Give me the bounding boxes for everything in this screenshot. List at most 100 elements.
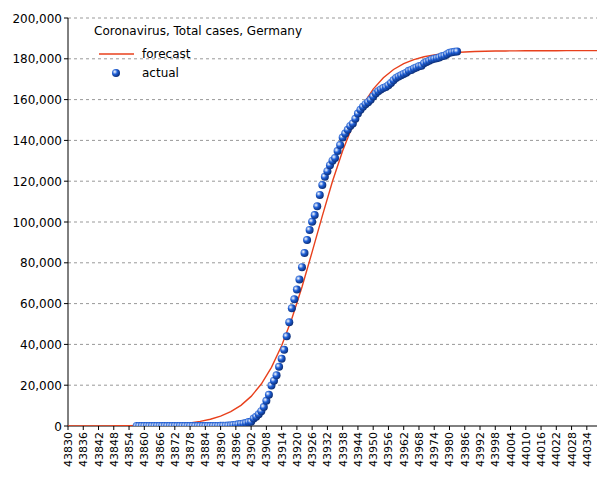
x-tick-label: 43926 [306,432,319,467]
x-tick-label: 43902 [245,432,258,467]
y-tick-label: 160,000 [12,93,62,107]
grid-line [68,262,597,263]
actual-point [278,355,286,363]
x-tick-label: 43836 [77,432,90,467]
x-tick-label: 43854 [123,432,136,467]
x-tick-label: 43992 [474,432,487,467]
x-tick [327,426,328,430]
x-tick-label: 43956 [382,432,395,467]
x-tick-label: 43890 [215,432,228,467]
y-tick-label: 0 [54,420,62,434]
x-tick [480,426,481,430]
x-tick [174,426,175,430]
actual-point [303,236,311,244]
x-tick-label: 43842 [93,432,106,467]
x-tick-label: 44016 [535,432,548,467]
x-tick [159,426,160,430]
x-tick [220,426,221,430]
x-tick-label: 43914 [276,432,289,467]
x-tick-label: 43944 [352,432,365,467]
y-tick-label: 60,000 [20,297,62,311]
y-tick [64,426,68,427]
x-tick [556,426,557,430]
y-tick [64,181,68,182]
x-tick-label: 43932 [321,432,334,467]
x-tick [357,426,358,430]
x-tick [68,426,69,430]
y-tick [64,58,68,59]
actual-point [453,47,461,55]
chart-title: Coronavirus, Total cases, Germany [94,24,302,38]
actual-point [273,371,281,379]
x-tick-label: 44034 [581,432,594,467]
x-tick [281,426,282,430]
x-tick-label: 44004 [505,432,518,467]
y-tick-label: 20,000 [20,379,62,393]
x-tick-label: 43848 [108,432,121,467]
grid-line [68,344,597,345]
y-tick-label: 200,000 [12,12,62,26]
actual-point [275,363,283,371]
actual-point [290,295,298,303]
y-tick [64,344,68,345]
x-tick-label: 44022 [550,432,563,467]
actual-point [331,154,339,162]
x-tick-label: 43896 [230,432,243,467]
x-tick [373,426,374,430]
x-tick [312,426,313,430]
y-tick [64,140,68,141]
x-tick [144,426,145,430]
x-tick-label: 43938 [337,432,350,467]
y-tick [64,99,68,100]
chart: 0 20,000 40,000 60,000 80,000 100,000 120,000 1… [0,0,605,480]
x-tick [266,426,267,430]
actual-point [336,141,344,149]
actual-point [306,226,314,234]
y-tick-label: 120,000 [12,175,62,189]
y-tick [64,222,68,223]
y-tick-label: 100,000 [12,216,62,230]
x-tick-label: 43908 [260,432,273,467]
x-tick-label: 44010 [520,432,533,467]
x-tick [83,426,84,430]
x-tick [205,426,206,430]
x-tick-label: 43974 [428,432,441,467]
actual-point [318,181,326,189]
actual-point [288,304,296,312]
x-tick-label: 43962 [398,432,411,467]
plot-area [68,47,597,426]
x-tick-label: 43866 [154,432,167,467]
x-tick [495,426,496,430]
actual-point [285,318,293,326]
y-tick [64,262,68,263]
x-tick [403,426,404,430]
x-tick [235,426,236,430]
actual-point [293,286,301,294]
x-tick [251,426,252,430]
y-tick-label: 40,000 [20,338,62,352]
grid-line [68,303,597,304]
x-tick [586,426,587,430]
x-tick [113,426,114,430]
legend-label: forecast [142,47,191,61]
y-tick [64,385,68,386]
actual-point [316,191,324,199]
x-tick [418,426,419,430]
x-tick [464,426,465,430]
x-tick-label: 43872 [169,432,182,467]
y-axis [68,18,69,426]
x-tick [510,426,511,430]
y-tick [64,18,68,19]
x-tick [388,426,389,430]
x-tick [190,426,191,430]
x-tick [129,426,130,430]
y-tick [64,303,68,304]
y-tick-label: 80,000 [20,256,62,270]
actual-point [283,332,291,340]
x-tick [98,426,99,430]
actual-point [301,249,309,257]
actual-point [265,391,273,399]
actual-point [280,346,288,354]
x-tick-label: 43998 [489,432,502,467]
x-tick-label: 43986 [459,432,472,467]
